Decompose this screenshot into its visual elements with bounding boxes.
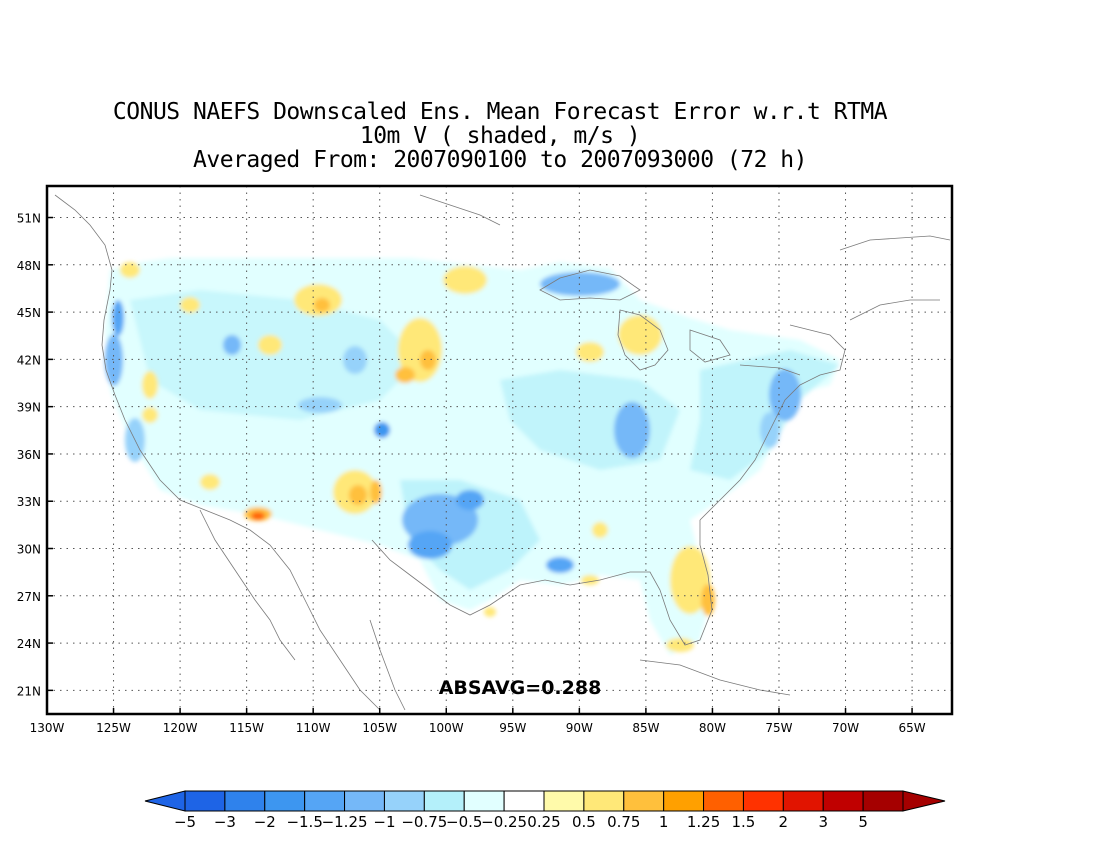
absavg-label: ABSAVG=0.288 <box>439 677 602 699</box>
latitude-labels: 51N 48N 45N 42N 39N 36N 33N 30N 27N 24N 21N <box>17 212 41 699</box>
color-swatch <box>184 790 226 812</box>
lon-tick-label: 100W <box>429 721 464 735</box>
color-level-label: 5 <box>858 813 868 831</box>
color-level-label: −5 <box>174 813 196 831</box>
color-level-label: −0.75 <box>401 813 447 831</box>
color-level-label: 3 <box>818 813 828 831</box>
lon-tick-label: 80W <box>699 721 726 735</box>
color-swatch <box>782 790 824 812</box>
title-line-1: CONUS NAEFS Downscaled Ens. Mean Forecas… <box>112 99 888 125</box>
color-swatch <box>862 790 904 812</box>
shaded-error-field <box>105 258 840 655</box>
lon-tick-label: 130W <box>30 721 65 735</box>
lat-tick-label: 27N <box>17 590 41 604</box>
lon-tick-label: 70W <box>832 721 859 735</box>
color-swatch <box>304 790 346 812</box>
color-level-label: −1 <box>373 813 395 831</box>
color-level-label: 1 <box>659 813 669 831</box>
color-swatch <box>423 790 465 812</box>
color-level-label: 0.25 <box>527 813 560 831</box>
map-frame <box>45 184 954 716</box>
lon-tick-label: 110W <box>296 721 331 735</box>
title-line-3: Averaged From: 2007090100 to 2007093000 … <box>193 147 807 173</box>
title-line-2: 10m V ( shaded, m/s ) <box>359 123 641 149</box>
lat-tick-label: 45N <box>17 306 41 320</box>
lon-tick-label: 120W <box>163 721 198 735</box>
color-legend-bar: −5 −3 −2 −1.5−1.25 −1 −0.75−0.5−0.25 0.25 0.5 0.… <box>144 790 946 831</box>
color-level-label: 1.5 <box>732 813 756 831</box>
color-level-label: 1.25 <box>687 813 720 831</box>
lat-tick-label: 24N <box>17 637 41 651</box>
color-swatch <box>224 790 266 812</box>
color-level-label: −1.25 <box>322 813 368 831</box>
figure-title: CONUS NAEFS Downscaled Ens. Mean Forecas… <box>0 100 1000 172</box>
coastline-outlines <box>54 194 951 711</box>
color-level-label: −0.25 <box>481 813 527 831</box>
lon-tick-label: 125W <box>96 721 131 735</box>
lon-tick-label: 65W <box>899 721 926 735</box>
lat-tick-label: 36N <box>17 448 41 462</box>
lon-tick-label: 75W <box>765 721 792 735</box>
color-level-label: −3 <box>214 813 236 831</box>
lat-tick-label: 39N <box>17 401 41 415</box>
color-swatch <box>463 790 505 812</box>
color-level-label: 2 <box>779 813 789 831</box>
color-swatch <box>703 790 744 812</box>
color-swatch <box>742 790 784 812</box>
lat-tick-label: 30N <box>17 543 41 557</box>
lat-tick-label: 42N <box>17 353 41 367</box>
longitude-labels: 130W 125W 120W 115W 110W 105W 100W 95W 90W 85W 80W… <box>30 721 926 735</box>
lon-tick-label: 95W <box>499 721 526 735</box>
lon-tick-label: 105W <box>362 721 397 735</box>
color-swatch <box>344 790 385 812</box>
color-swatch <box>623 790 665 812</box>
color-swatch <box>503 790 545 812</box>
lon-tick-label: 85W <box>632 721 659 735</box>
right-arrow-icon <box>902 790 946 812</box>
lat-tick-label: 33N <box>17 495 41 509</box>
left-arrow-icon <box>144 790 186 812</box>
color-swatch <box>264 790 306 812</box>
lon-tick-label: 90W <box>566 721 593 735</box>
map-gridlines <box>46 186 952 714</box>
color-level-label: 0.5 <box>572 813 596 831</box>
lat-tick-label: 51N <box>17 212 41 226</box>
color-level-label: −2 <box>254 813 276 831</box>
color-swatch <box>543 790 585 812</box>
color-level-label: −0.5 <box>446 813 482 831</box>
lat-tick-label: 21N <box>17 684 41 698</box>
lon-tick-label: 115W <box>229 721 264 735</box>
color-swatch <box>822 790 864 812</box>
color-swatch <box>663 790 705 812</box>
color-swatch <box>583 790 625 812</box>
lat-tick-label: 48N <box>17 259 41 273</box>
color-level-label: 0.75 <box>607 813 640 831</box>
color-level-label: −1.5 <box>286 813 322 831</box>
color-swatch <box>383 790 425 812</box>
